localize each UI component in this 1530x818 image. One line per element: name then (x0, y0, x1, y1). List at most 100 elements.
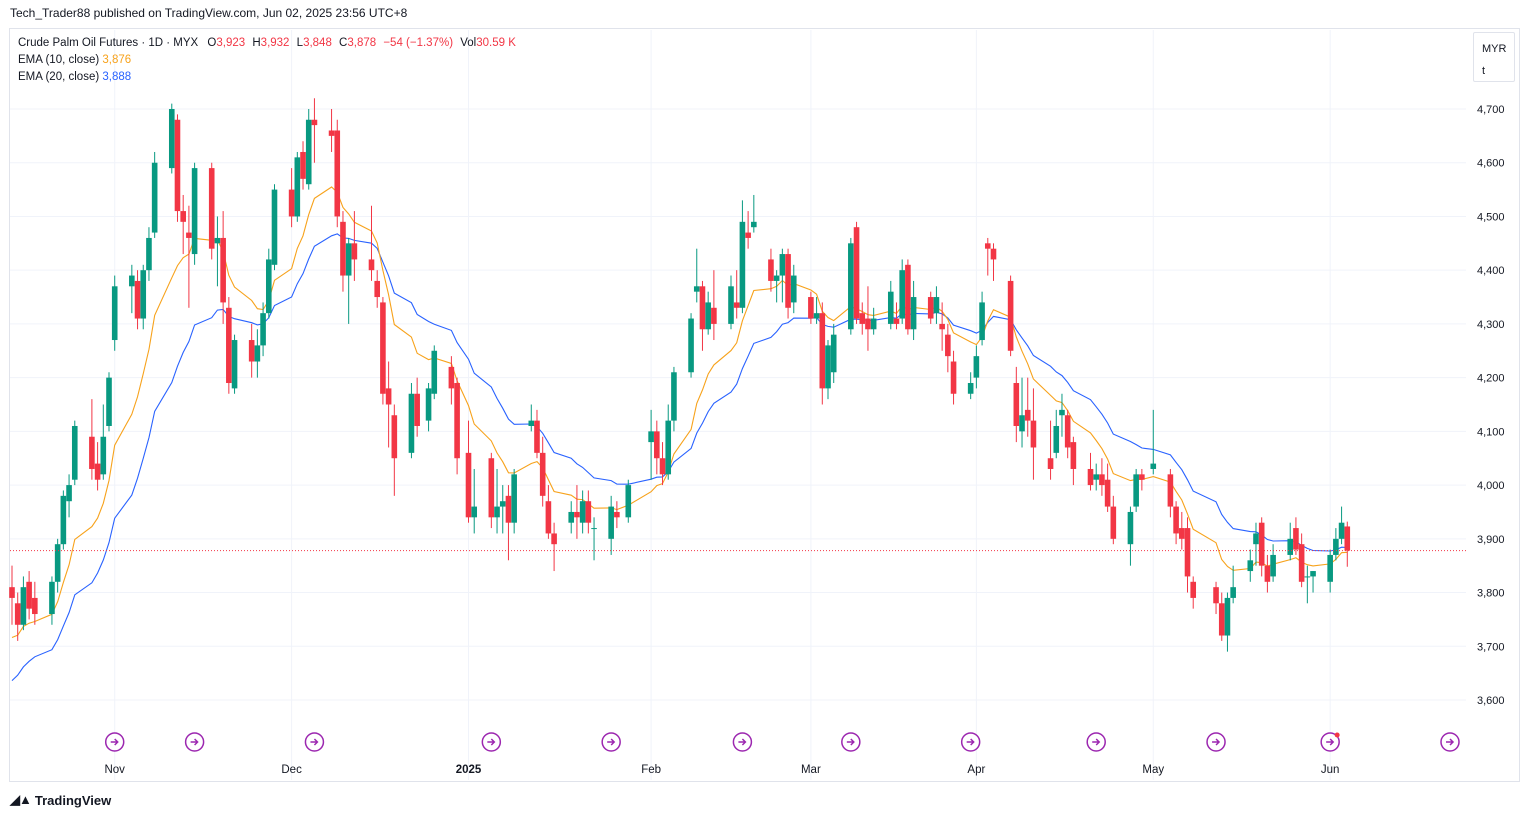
event-marker-icon[interactable] (481, 732, 502, 752)
candle-up (499, 485, 506, 534)
candle-up (967, 372, 974, 400)
candle-body (1230, 587, 1236, 598)
event-marker-icon[interactable] (732, 732, 753, 752)
candle-body (893, 318, 900, 324)
y-tick-label: 4,000 (1477, 480, 1505, 492)
candle-body (579, 501, 586, 523)
legend-ema20-row[interactable]: EMA (20, close) 3,888 (18, 69, 516, 86)
candle-up (54, 538, 61, 593)
candle-body (385, 388, 392, 405)
candle-body (614, 511, 620, 518)
candle-up (1253, 522, 1259, 566)
candle-body (1013, 383, 1020, 426)
event-marker-icon[interactable] (841, 732, 861, 752)
candle-body (1258, 522, 1265, 566)
candle-body (1224, 597, 1231, 636)
candle-body (1087, 468, 1094, 486)
event-marker-icon[interactable] (104, 732, 125, 752)
event-marker-icon[interactable] (1320, 732, 1340, 752)
candle-body (106, 377, 112, 426)
candle-body (174, 119, 181, 212)
candle-down (1173, 501, 1179, 545)
candle-down (488, 452, 495, 529)
candle-down (1179, 511, 1185, 550)
candle-body (499, 501, 506, 507)
candle-body (288, 189, 295, 217)
candle-down (454, 377, 460, 475)
candle-up (106, 372, 112, 432)
currency-unit-box[interactable]: MYR t (1473, 32, 1515, 82)
ema20-value: 3,888 (102, 71, 132, 83)
event-marker-icon[interactable] (1086, 732, 1106, 752)
candle-down (733, 270, 740, 319)
candle-body (693, 286, 700, 292)
event-arrow (110, 738, 119, 746)
candle-down (134, 270, 141, 330)
y-tick-label: 4,600 (1477, 158, 1505, 170)
candle-up (294, 151, 301, 222)
candle-down (1293, 517, 1299, 555)
candle-up (910, 280, 917, 341)
candle-down (14, 592, 21, 641)
symbol-label[interactable]: Crude Palm Oil Futures · 1D · MYX (18, 37, 199, 49)
candle-body (1019, 415, 1025, 432)
candle-body (1053, 425, 1060, 453)
candle-body (711, 307, 717, 324)
candle-up (471, 468, 478, 534)
close-label: C (339, 37, 348, 49)
candle-body (813, 313, 820, 319)
candle-body (151, 162, 158, 233)
candle-up (111, 275, 118, 351)
candle-down (368, 205, 375, 281)
event-arrow (310, 738, 319, 746)
candle-down (1190, 576, 1197, 609)
candle-body (853, 227, 860, 319)
candle-up (648, 409, 654, 480)
candle-body (608, 506, 614, 539)
candle-down (1184, 517, 1191, 593)
candle-up (1059, 393, 1065, 437)
candle-down (950, 350, 957, 405)
event-marker-icon[interactable] (1440, 732, 1460, 752)
candle-up (528, 404, 535, 432)
candle-body (345, 243, 352, 276)
candle-body (733, 302, 740, 308)
x-tick-label: Nov (104, 764, 125, 776)
volume-label: Vol (460, 37, 477, 49)
candle-body (887, 291, 894, 324)
candle-down (1064, 409, 1071, 459)
candle-body (551, 533, 557, 545)
candle-up (779, 248, 786, 303)
candle-body (865, 318, 871, 330)
candle-body (328, 130, 335, 136)
candle-body (1139, 474, 1145, 480)
candle-body (1173, 506, 1179, 534)
candle-body (20, 587, 27, 625)
candle-body (1070, 442, 1077, 469)
candle-body (32, 597, 38, 615)
event-arrow (1326, 738, 1335, 746)
candle-up (214, 216, 221, 287)
event-marker-icon[interactable] (601, 732, 621, 752)
event-marker-icon[interactable] (960, 732, 981, 752)
event-marker-icon[interactable] (184, 732, 205, 752)
legend-ema10-row[interactable]: EMA (10, close) 3,876 (18, 52, 516, 69)
candle-down (1104, 463, 1111, 512)
candle-body (471, 506, 478, 518)
candle-body (374, 280, 381, 298)
candle-down (859, 302, 866, 335)
candle-up (100, 404, 107, 480)
candle-body (808, 297, 814, 319)
candle-body (380, 302, 386, 394)
candle-up (1127, 506, 1134, 566)
candle-body (699, 286, 706, 330)
event-marker-icon[interactable] (304, 732, 325, 752)
candle-body (448, 366, 455, 389)
candle-body (1179, 528, 1185, 539)
candle-body (9, 587, 15, 598)
candle-down (328, 109, 335, 152)
event-marker-icon[interactable] (1206, 732, 1226, 752)
candle-down (89, 399, 95, 480)
candle-up (688, 313, 694, 378)
